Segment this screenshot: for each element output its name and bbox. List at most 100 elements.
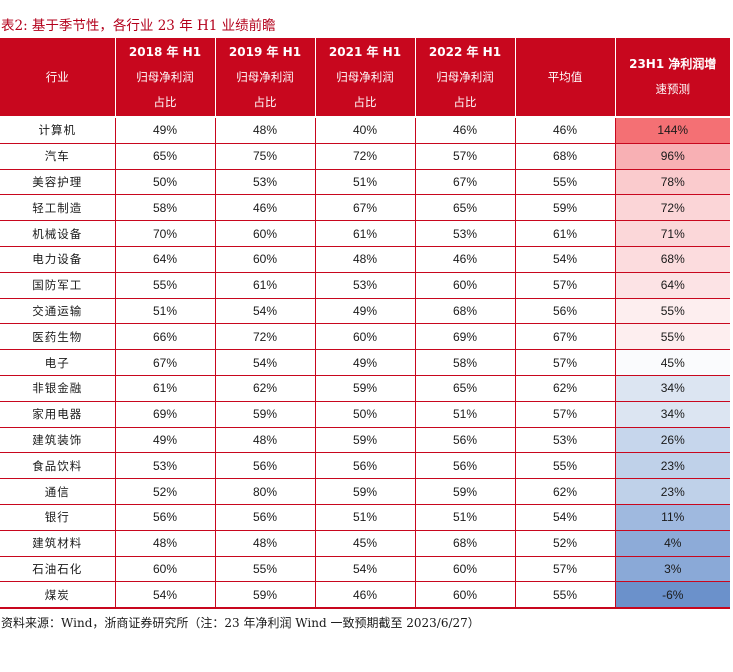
y2019-cell: 54% [215, 349, 316, 376]
forecast-cell: 96% [615, 143, 730, 170]
y2021-cell: 50% [315, 401, 416, 428]
y2018-cell: 56% [115, 504, 216, 531]
y2021-cell: 53% [315, 272, 416, 299]
industry-cell: 医药生物 [0, 323, 116, 351]
header-2018: 2018 年 H1 归母净利润 占比 [115, 38, 216, 118]
y2018-cell: 51% [115, 298, 216, 325]
y2019-cell: 53% [215, 169, 316, 196]
y2021-cell: 40% [315, 117, 416, 144]
y2019-cell: 48% [215, 427, 316, 454]
y2018-cell: 70% [115, 220, 216, 247]
forecast-cell: 3% [615, 556, 730, 583]
avg-cell: 57% [515, 349, 616, 376]
avg-cell: 55% [515, 169, 616, 196]
y2021-cell: 51% [315, 169, 416, 196]
y2022-cell: 51% [415, 401, 516, 428]
table-row: 美容护理 50% 53% 51% 67% 55% 78% [0, 169, 730, 196]
y2018-cell: 61% [115, 375, 216, 402]
industry-cell: 煤炭 [0, 581, 116, 610]
table-row: 交通运输 51% 54% 49% 68% 56% 55% [0, 298, 730, 325]
y2022-cell: 46% [415, 117, 516, 144]
industry-cell: 轻工制造 [0, 194, 116, 222]
y2021-cell: 59% [315, 478, 416, 505]
header-2022: 2022 年 H1 归母净利润 占比 [415, 38, 516, 118]
header-average-label: 平均值 [547, 70, 583, 84]
y2018-cell: 67% [115, 349, 216, 376]
header-forecast-line2: 速预测 [655, 82, 691, 96]
table-row: 食品饮料 53% 56% 56% 56% 55% 23% [0, 452, 730, 480]
y2022-cell: 46% [415, 246, 516, 273]
industry-cell: 美容护理 [0, 169, 116, 196]
header-2019-line2: 归母净利润 [236, 69, 294, 84]
y2021-cell: 54% [315, 556, 416, 583]
y2018-cell: 48% [115, 530, 216, 557]
y2022-cell: 57% [415, 143, 516, 170]
y2019-cell: 72% [215, 323, 316, 351]
y2022-cell: 68% [415, 298, 516, 325]
y2018-cell: 58% [115, 194, 216, 222]
table-row: 通信 52% 80% 59% 59% 62% 23% [0, 478, 730, 505]
y2019-cell: 59% [215, 401, 316, 428]
header-2018-line2: 归母净利润 [136, 69, 194, 84]
industry-cell: 交通运输 [0, 298, 116, 325]
y2021-cell: 59% [315, 427, 416, 454]
avg-cell: 67% [515, 323, 616, 351]
table-row: 医药生物 66% 72% 60% 69% 67% 55% [0, 323, 730, 351]
y2021-cell: 45% [315, 530, 416, 557]
forecast-cell: 55% [615, 323, 730, 351]
table-row: 建筑装饰 49% 48% 59% 56% 53% 26% [0, 427, 730, 454]
table-row: 家用电器 69% 59% 50% 51% 57% 34% [0, 401, 730, 428]
industry-cell: 食品饮料 [0, 452, 116, 480]
industry-cell: 通信 [0, 478, 116, 505]
table-row: 煤炭 54% 59% 46% 60% 55% -6% [0, 581, 730, 610]
avg-cell: 54% [515, 504, 616, 531]
y2018-cell: 66% [115, 323, 216, 351]
forecast-cell: -6% [615, 581, 730, 610]
table-row: 银行 56% 56% 51% 51% 54% 11% [0, 504, 730, 531]
avg-cell: 46% [515, 117, 616, 144]
table-body: 计算机 49% 48% 40% 46% 46% 144% 汽车 65% 75% 72% 57% 68% 9… [0, 117, 730, 610]
y2019-cell: 55% [215, 556, 316, 583]
table-row: 计算机 49% 48% 40% 46% 46% 144% [0, 117, 730, 144]
y2018-cell: 53% [115, 452, 216, 480]
header-2019-line3: 占比 [253, 94, 277, 109]
y2019-cell: 48% [215, 530, 316, 557]
y2022-cell: 56% [415, 452, 516, 480]
header-industry: 行业 [0, 38, 116, 118]
header-industry-label: 行业 [45, 70, 69, 84]
y2018-cell: 55% [115, 272, 216, 299]
forecast-cell: 34% [615, 375, 730, 402]
forecast-cell: 23% [615, 452, 730, 480]
header-row: 行业 2018 年 H1 归母净利润 占比 2019 年 H1 归母净利润 占比… [0, 38, 730, 118]
industry-cell: 建筑材料 [0, 530, 116, 557]
y2019-cell: 75% [215, 143, 316, 170]
industry-cell: 建筑装饰 [0, 427, 116, 454]
avg-cell: 56% [515, 298, 616, 325]
header-2021-line3: 占比 [353, 94, 377, 109]
forecast-cell: 45% [615, 349, 730, 376]
table-row: 非银金融 61% 62% 59% 65% 62% 34% [0, 375, 730, 402]
table-row: 电子 67% 54% 49% 58% 57% 45% [0, 349, 730, 376]
y2021-cell: 46% [315, 581, 416, 610]
y2018-cell: 52% [115, 478, 216, 505]
header-2022-line1: 2022 年 H1 [428, 44, 502, 59]
industry-cell: 银行 [0, 504, 116, 531]
y2022-cell: 60% [415, 272, 516, 299]
industry-cell: 计算机 [0, 117, 116, 144]
header-2019: 2019 年 H1 归母净利润 占比 [215, 38, 316, 118]
forecast-cell: 11% [615, 504, 730, 531]
y2019-cell: 54% [215, 298, 316, 325]
header-2021-line2: 归母净利润 [336, 69, 394, 84]
y2022-cell: 68% [415, 530, 516, 557]
forecast-cell: 72% [615, 194, 730, 222]
y2019-cell: 56% [215, 504, 316, 531]
avg-cell: 52% [515, 530, 616, 557]
table-row: 石油石化 60% 55% 54% 60% 57% 3% [0, 556, 730, 583]
industry-cell: 国防军工 [0, 272, 116, 299]
y2022-cell: 60% [415, 556, 516, 583]
y2022-cell: 58% [415, 349, 516, 376]
y2019-cell: 59% [215, 581, 316, 610]
industry-forecast-table: 行业 2018 年 H1 归母净利润 占比 2019 年 H1 归母净利润 占比… [0, 38, 730, 610]
source-note: 资料来源：Wind，浙商证券研究所（注：23 年净利润 Wind 一致预期截至 … [1, 616, 480, 630]
y2022-cell: 56% [415, 427, 516, 454]
